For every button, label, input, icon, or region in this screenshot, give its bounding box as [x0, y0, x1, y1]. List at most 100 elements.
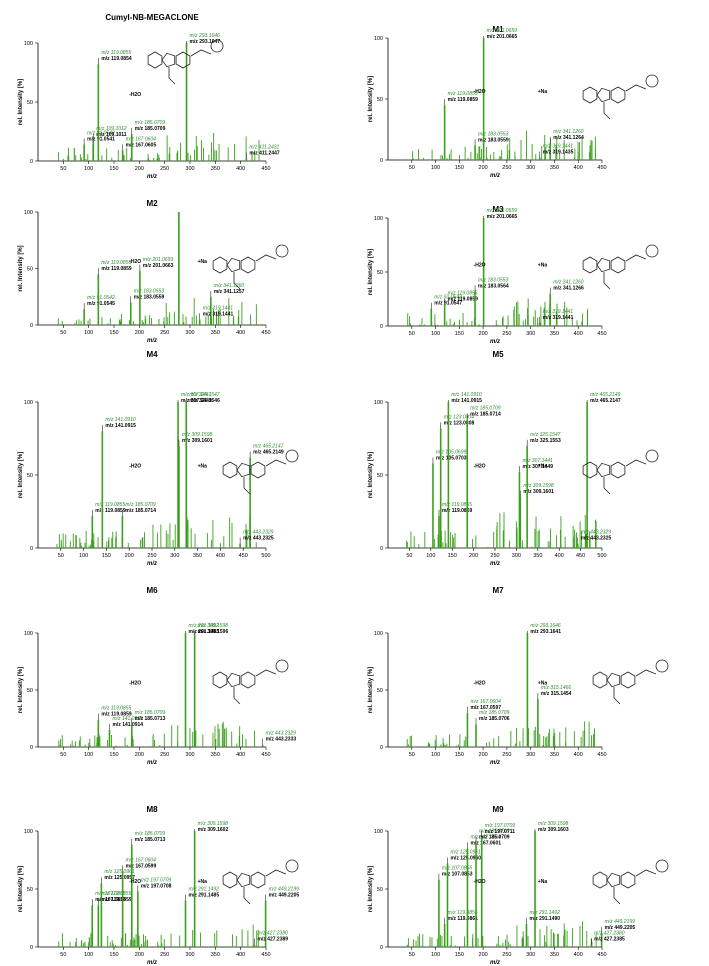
x-tick-label: 250 — [160, 752, 169, 758]
peak-label-experimental: m/z 443.2325 — [243, 536, 274, 542]
peak-label-experimental: m/z 183.0559 — [478, 137, 509, 143]
peak-label-theoretical: m/z 185.0709 — [479, 829, 510, 835]
peak-label-theoretical: m/z 309.1598 — [182, 432, 213, 438]
peak-label-experimental: m/z 105.0703 — [436, 455, 467, 461]
x-axis-label: m/z — [147, 174, 157, 180]
peak-label-theoretical: m/z 123.0804 — [444, 414, 475, 420]
x-tick-label: 400 — [574, 331, 583, 337]
y-tick-label: 100 — [374, 400, 383, 406]
peak-label-theoretical: m/z 201.0659 — [487, 28, 518, 34]
peak-label-experimental: m/z 201.0665 — [487, 34, 518, 40]
y-tick-label: 50 — [377, 97, 383, 103]
peak-label-theoretical: m/z 119.0855 — [448, 910, 478, 916]
annotation-text: +Na — [538, 680, 548, 686]
chart-title: Cumyl-NB-MEGACLONE — [105, 13, 199, 22]
peak-label-theoretical: m/z 109.1012 — [96, 126, 127, 132]
annotation-text: -H2O — [129, 879, 141, 885]
peak-label-experimental: m/z 167.0605 — [126, 142, 157, 148]
x-tick-label: 100 — [426, 553, 435, 559]
y-tick-label: 100 — [24, 631, 33, 637]
peak-label-theoretical: m/z 319.1441 — [543, 144, 574, 150]
x-tick-label: 200 — [479, 752, 488, 758]
x-tick-label: 450 — [261, 330, 270, 336]
peak-label-theoretical: m/z 185.0709 — [135, 831, 166, 837]
y-axis-label: rel. Intensity [%] — [368, 667, 374, 713]
x-axis-label: m/z — [490, 960, 500, 966]
peak-label-experimental: m/z 465.2149 — [253, 449, 284, 455]
chemical-structure-icon — [582, 244, 659, 290]
x-tick-label: 250 — [502, 752, 511, 758]
peak-label-theoretical: m/z 465.2149 — [590, 392, 621, 398]
peak-label-experimental: m/z 319.1441 — [543, 315, 574, 321]
peak-label-theoretical: m/z 119.0855 — [101, 706, 131, 712]
x-tick-label: 300 — [170, 553, 179, 559]
peak-label-theoretical: m/z 309.1598 — [538, 821, 569, 827]
peak-label-theoretical: m/z 291.1492 — [189, 623, 220, 629]
y-tick-label: 0 — [380, 945, 383, 951]
chemical-structure-icon — [582, 74, 659, 120]
chart-title: M2 — [146, 199, 158, 208]
x-tick-label: 200 — [479, 331, 488, 337]
y-tick-label: 0 — [30, 323, 33, 329]
peak-label-experimental: m/z 107.0853 — [442, 872, 473, 878]
x-tick-label: 50 — [60, 166, 66, 172]
peak-label-theoretical: m/z 293.1646 — [530, 623, 561, 629]
x-tick-label: 150 — [109, 952, 118, 958]
x-tick-label: 100 — [431, 165, 440, 171]
peak-label-experimental: m/z 325.1546 — [189, 398, 220, 404]
x-tick-label: 300 — [185, 952, 194, 958]
peak-label-theoretical: m/z 183.0553 — [478, 277, 509, 283]
x-tick-label: 50 — [58, 553, 64, 559]
x-axis-label: m/z — [147, 960, 157, 966]
peak-label-theoretical: m/z 185.0709 — [479, 710, 510, 716]
peak-label-experimental: m/z 185.0713 — [135, 837, 166, 843]
peak-label-theoretical: m/z 449.2199 — [269, 887, 300, 893]
y-axis-label: rel. Intensity [%] — [368, 249, 374, 295]
x-tick-label: 250 — [160, 330, 169, 336]
peak-label-experimental: m/z 185.0709 — [479, 835, 510, 841]
x-tick-label: 150 — [455, 952, 464, 958]
peak-label-experimental: m/z 167.0601 — [470, 840, 501, 846]
y-tick-label: 50 — [377, 473, 383, 479]
y-tick-label: 50 — [27, 473, 33, 479]
peak-label-experimental: m/z 125.0957 — [104, 875, 135, 881]
peak-label-theoretical: m/z 119.0855 — [448, 290, 478, 296]
peak-label-experimental: m/z 167.0599 — [126, 864, 157, 870]
chemical-structure-icon — [222, 859, 299, 905]
peak-label-theoretical: m/z 183.0553 — [478, 131, 509, 137]
peak-label-theoretical: m/z 91.0542 — [434, 295, 462, 301]
x-tick-label: 450 — [597, 952, 606, 958]
peak-label-experimental: m/z 119.0861 — [448, 916, 479, 922]
y-axis-label: rel. Intensity [%] — [18, 79, 24, 125]
annotation-text: +Na — [198, 259, 208, 265]
peak-label-experimental: m/z 91.0547 — [434, 301, 462, 307]
x-tick-label: 450 — [261, 952, 270, 958]
y-tick-label: 100 — [374, 216, 383, 222]
peak-label-theoretical: m/z 465.2147 — [253, 443, 284, 449]
peak-label-experimental: m/z 443.2333 — [266, 737, 297, 743]
annotation-text: -H2O — [474, 680, 486, 686]
peak-label-experimental: m/z 185.0713 — [135, 716, 166, 722]
chemical-structure-icon — [212, 659, 289, 705]
peak-label-experimental: m/z 119.0859 — [101, 712, 132, 718]
y-tick-label: 100 — [374, 829, 383, 835]
x-tick-label: 300 — [526, 331, 535, 337]
peak-label-theoretical: m/z 197.0709 — [485, 823, 516, 829]
x-tick-label: 100 — [84, 752, 93, 758]
y-axis-label: rel. Intensity [%] — [18, 452, 24, 498]
y-tick-label: 0 — [380, 324, 383, 330]
y-tick-label: 50 — [27, 688, 33, 694]
y-axis-label: rel. Intensity [%] — [368, 76, 374, 122]
peak-label-theoretical: m/z 307.1441 — [522, 458, 553, 464]
peak-label-experimental: m/z 341.1266 — [553, 286, 584, 292]
annotation-text: +Na — [198, 464, 208, 470]
x-tick-label: 200 — [135, 166, 144, 172]
x-tick-label: 200 — [125, 553, 134, 559]
peak-label-experimental: m/z 309.1603 — [538, 827, 569, 833]
y-tick-label: 0 — [30, 546, 33, 552]
peak-label-experimental: m/z 119.0859 — [448, 97, 479, 103]
y-tick-label: 50 — [27, 887, 33, 893]
peak-label-experimental: m/z 141.0915 — [451, 398, 482, 404]
x-axis-label: m/z — [490, 339, 500, 345]
peak-label-experimental: m/z 449.2205 — [605, 925, 636, 931]
